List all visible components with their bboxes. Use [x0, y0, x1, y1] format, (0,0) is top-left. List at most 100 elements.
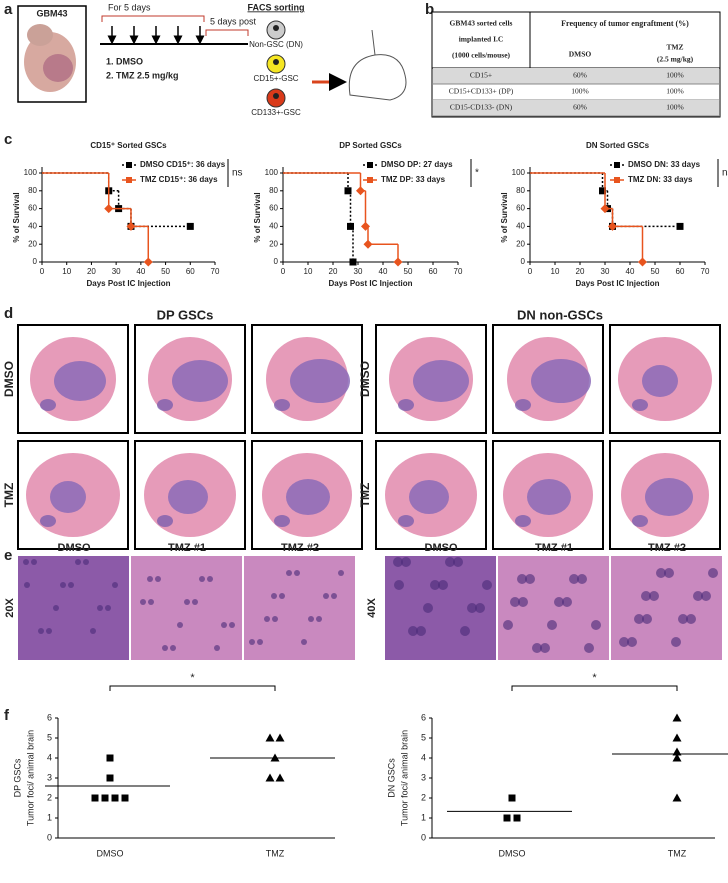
- legend-marker: [367, 162, 373, 168]
- y-tick-label: 100: [512, 168, 526, 177]
- significance: ns: [722, 168, 728, 179]
- data-point: [111, 794, 119, 802]
- y-axis-label: % of Survival: [253, 192, 262, 242]
- data-point: [101, 794, 109, 802]
- x-tick-label: 30: [601, 267, 610, 276]
- data-point: [349, 258, 357, 266]
- y-tick-label: 4: [421, 752, 426, 762]
- y-tick-label: 0: [421, 832, 426, 842]
- nucleus: [249, 639, 255, 645]
- nucleus: [693, 591, 703, 601]
- nucleus: [686, 614, 696, 624]
- nucleus: [23, 559, 29, 565]
- legend-marker: [126, 162, 132, 168]
- x-tick-label: 70: [211, 267, 220, 276]
- legend-marker: [126, 177, 132, 183]
- nucleus: [148, 599, 154, 605]
- x-tick-label: DMSO: [97, 848, 124, 858]
- nucleus: [273, 59, 279, 65]
- tumor-area: [645, 478, 693, 516]
- nucleus: [554, 597, 564, 607]
- nucleus: [170, 645, 176, 651]
- row-shade: [433, 100, 719, 116]
- x-tick-label: 0: [528, 267, 533, 276]
- section-header: DN non-GSCs: [517, 307, 603, 322]
- y-axis-label: % of Survival: [12, 192, 21, 242]
- data-point: [106, 774, 114, 782]
- nucleus: [393, 557, 403, 567]
- table-header: Frequency of tumor engraftment (%): [561, 19, 689, 28]
- data-point: [186, 222, 194, 230]
- x-tick-label: 0: [281, 267, 286, 276]
- data-point: [672, 733, 682, 742]
- tumor-area: [632, 515, 648, 527]
- tumor-area: [54, 361, 106, 401]
- nucleus: [207, 576, 213, 582]
- y-tick-label: 100: [24, 168, 38, 177]
- y-tick-label: 6: [47, 712, 52, 722]
- column-label: DMSO: [425, 542, 458, 554]
- legend-label: DMSO DN: 33 days: [628, 160, 701, 169]
- mouse-head: [27, 24, 53, 46]
- tumor-area: [274, 515, 290, 527]
- sample-label: GBM43: [36, 8, 67, 18]
- y-tick-label: 80: [28, 186, 37, 195]
- nucleus: [60, 582, 66, 588]
- y-axis-label: DN GSCs: [386, 758, 396, 798]
- nucleus: [199, 576, 205, 582]
- data-point: [363, 239, 373, 249]
- data-point: [638, 257, 647, 267]
- panel-label: a: [4, 1, 13, 18]
- x-tick-label: 50: [651, 267, 660, 276]
- nucleus: [53, 605, 59, 611]
- nucleus: [525, 574, 535, 584]
- nucleus: [140, 599, 146, 605]
- section-header: DP GSCs: [157, 307, 214, 322]
- period-label: For 5 days: [108, 2, 151, 12]
- x-axis-label: Days Post IC Injection: [86, 279, 170, 288]
- nucleus: [664, 568, 674, 578]
- x-tick-label: DMSO: [499, 848, 526, 858]
- table-cell: CD15+CD133+ (DP): [449, 87, 514, 96]
- y-tick-label: 0: [47, 832, 52, 842]
- y-tick-label: 4: [47, 752, 52, 762]
- column-label: TMZ #2: [281, 542, 319, 554]
- nucleus: [301, 639, 307, 645]
- legend-label: TMZ DN: 33 days: [628, 175, 693, 184]
- panel-label: b: [425, 1, 434, 18]
- y-axis-label: Tumor foci/ animal brain: [25, 730, 35, 826]
- data-point: [121, 794, 129, 802]
- nucleus: [627, 637, 637, 647]
- nucleus: [229, 622, 235, 628]
- x-tick-label: 60: [429, 267, 438, 276]
- tumor-area: [40, 515, 56, 527]
- nucleus: [90, 628, 96, 634]
- tumor-area: [274, 399, 290, 411]
- nucleus: [24, 582, 30, 588]
- y-axis-label: DP GSCs: [12, 758, 22, 797]
- nucleus: [416, 626, 426, 636]
- tumor-area: [527, 479, 571, 515]
- nucleus: [656, 568, 666, 578]
- nucleus: [394, 580, 404, 590]
- nucleus: [460, 626, 470, 636]
- x-tick-label: 70: [701, 267, 710, 276]
- nucleus: [701, 591, 711, 601]
- legend-marker: [614, 162, 620, 168]
- tumor-area: [398, 515, 414, 527]
- y-tick-label: 0: [274, 257, 279, 266]
- tumor-area: [413, 360, 469, 402]
- nucleus: [540, 643, 550, 653]
- nucleus: [31, 559, 37, 565]
- population: CD15+-GSC: [253, 74, 298, 83]
- nucleus: [584, 643, 594, 653]
- population: Non-GSC (DN): [249, 40, 303, 49]
- tumor-area: [398, 399, 414, 411]
- legend-label: DMSO DP: 27 days: [381, 160, 453, 169]
- nucleus: [331, 593, 337, 599]
- table-cell: 100%: [666, 71, 684, 80]
- column-header: (2.5 mg/kg): [657, 55, 694, 64]
- nucleus: [445, 557, 455, 567]
- y-tick-label: 0: [33, 257, 38, 266]
- sorting-title: FACS sorting: [247, 2, 304, 12]
